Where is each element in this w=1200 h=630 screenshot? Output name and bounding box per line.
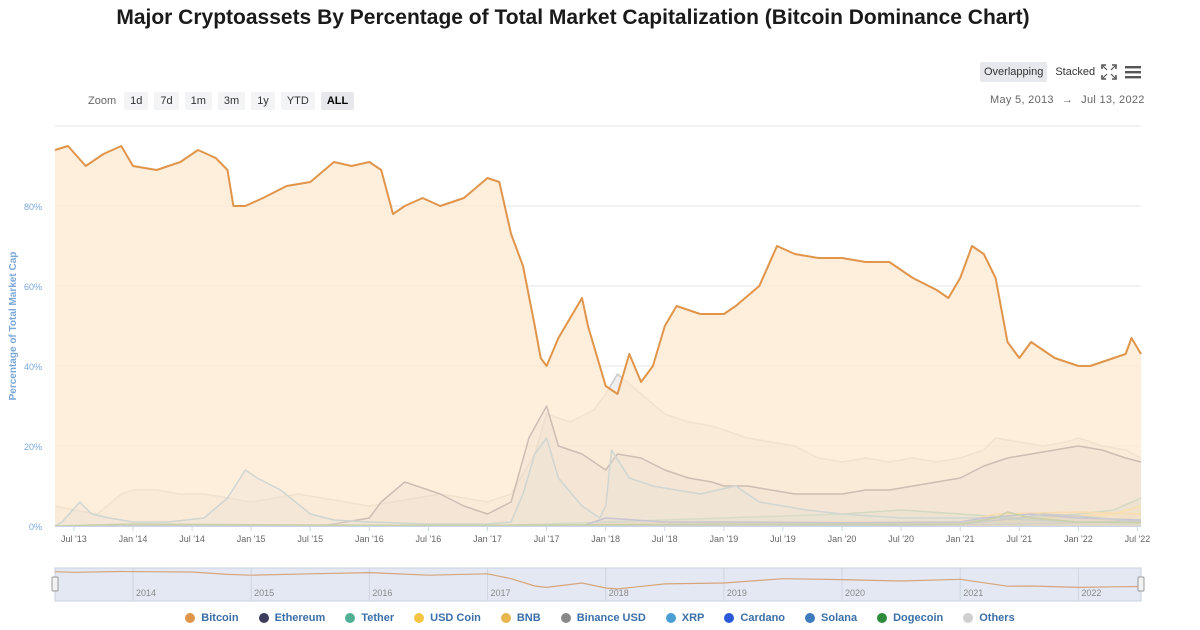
menu-icon[interactable] [1124, 64, 1142, 80]
navigator-label: 2020 [845, 588, 865, 598]
navigator-handle-right[interactable] [1137, 576, 1145, 592]
legend-label: Dogecoin [893, 612, 944, 624]
legend-item-solana[interactable]: Solana [805, 612, 857, 624]
x-tick-label: Jan '14 [119, 534, 148, 544]
x-tick-label: Jan '22 [1064, 534, 1093, 544]
x-tick-label: Jan '18 [591, 534, 620, 544]
x-tick-label: Jul '21 [1006, 534, 1032, 544]
x-tick-label: Jul '18 [652, 534, 678, 544]
x-tick-label: Jul '22 [1125, 534, 1151, 544]
legend-label: Others [979, 612, 1015, 624]
legend-item-tether[interactable]: Tether [345, 612, 394, 624]
legend-dot-icon [805, 613, 816, 623]
date-arrow: → [1061, 94, 1074, 106]
x-tick-label: Jul '19 [770, 534, 796, 544]
legend: Bitcoin Ethereum Tether USD Coin BNB Binance … [0, 612, 1200, 624]
legend-item-binance-usd[interactable]: Binance USD [560, 612, 646, 624]
navigator-label: 2017 [491, 588, 511, 598]
x-tick-label: Jul '13 [61, 534, 87, 544]
series-area-bitcoin [55, 146, 1141, 526]
legend-item-bnb[interactable]: BNB [500, 612, 541, 624]
navigator-label: 2016 [372, 588, 392, 598]
navigator-label: 2021 [963, 588, 983, 598]
legend-dot-icon [560, 613, 571, 623]
legend-dot-icon [185, 613, 196, 623]
legend-item-xrp[interactable]: XRP [665, 612, 705, 624]
navigator-series-line [54, 570, 1142, 590]
navigator-label: 2014 [136, 588, 156, 598]
y-tick-label: 20% [24, 442, 42, 452]
zoom-1m-button[interactable]: 1m [184, 92, 212, 110]
y-tick-label: 0% [29, 522, 42, 532]
display-mode-toggle: Overlapping Stacked [980, 62, 1099, 82]
y-tick-label: 80% [24, 202, 42, 212]
legend-dot-icon [345, 613, 356, 623]
x-tick-label: Jul '17 [534, 534, 560, 544]
x-tick-label: Jul '15 [297, 534, 323, 544]
legend-item-ethereum[interactable]: Ethereum [258, 612, 326, 624]
x-tick-label: Jan '21 [946, 534, 975, 544]
x-tick-label: Jan '17 [473, 534, 502, 544]
series-line-bitcoin[interactable] [54, 145, 1142, 395]
date-range: May 5, 2013 → Jul 13, 2022 [990, 94, 1145, 106]
zoom-1y-button[interactable]: 1y [251, 92, 275, 110]
legend-label: USD Coin [430, 612, 481, 624]
navigator-label: 2018 [609, 588, 629, 598]
navigator-label: 2015 [254, 588, 274, 598]
x-tick-label: Jan '19 [709, 534, 738, 544]
chart-title: Major Cryptoassets By Percentage of Tota… [116, 6, 1030, 29]
zoom-label: Zoom [88, 95, 117, 107]
legend-item-dogecoin[interactable]: Dogecoin [877, 612, 943, 624]
legend-dot-icon [258, 613, 269, 623]
date-to-input[interactable]: Jul 13, 2022 [1081, 94, 1145, 106]
y-axis-label: Percentage of Total Market Cap [8, 252, 19, 401]
legend-item-usd-coin[interactable]: USD Coin [414, 612, 481, 624]
y-tick-label: 60% [24, 282, 42, 292]
zoom-7d-button[interactable]: 7d [154, 92, 179, 110]
navigator-label: 2019 [727, 588, 747, 598]
legend-label: XRP [681, 612, 705, 624]
x-tick-label: Jul '20 [888, 534, 914, 544]
legend-label: Tether [361, 612, 395, 624]
legend-dot-icon [877, 613, 888, 623]
legend-dot-icon [500, 613, 511, 623]
date-from-input[interactable]: May 5, 2013 [990, 94, 1054, 106]
navigator-label: 2022 [1081, 588, 1101, 598]
x-tick-label: Jan '15 [237, 534, 266, 544]
legend-label: BNB [516, 612, 541, 624]
x-tick-label: Jul '14 [179, 534, 205, 544]
dominance-chart: 0% 20% 40% 60% 80% Percentage of Total Market… [8, 125, 1151, 602]
navigator-handle-left[interactable] [51, 576, 59, 592]
y-tick-label: 40% [24, 362, 42, 372]
zoom-3m-button[interactable]: 3m [217, 92, 246, 110]
zoom-1d-button[interactable]: 1d [124, 92, 149, 110]
zoom-bar: Zoom 1d 7d 1m 3m 1y YTD ALL [88, 92, 355, 110]
expand-icon[interactable] [1101, 64, 1117, 80]
legend-label: Binance USD [576, 612, 646, 624]
legend-dot-icon [414, 613, 425, 623]
legend-label: Ethereum [274, 612, 326, 624]
stacked-button[interactable]: Stacked [1055, 66, 1096, 78]
zoom-ytd-button[interactable]: YTD [280, 92, 315, 110]
legend-label: Solana [821, 612, 858, 624]
legend-item-others[interactable]: Others [963, 612, 1015, 624]
zoom-all-button[interactable]: ALL [320, 92, 355, 110]
legend-item-cardano[interactable]: Cardano [724, 612, 785, 624]
x-tick-label: Jul '16 [416, 534, 442, 544]
x-tick-label: Jan '16 [355, 534, 384, 544]
legend-label: Bitcoin [201, 612, 239, 624]
legend-item-bitcoin[interactable]: Bitcoin [185, 612, 239, 624]
legend-dot-icon [963, 613, 974, 623]
overlapping-button[interactable]: Overlapping [980, 62, 1048, 82]
legend-dot-icon [724, 613, 735, 623]
legend-label: Cardano [740, 612, 786, 624]
legend-dot-icon [665, 613, 676, 623]
x-tick-label: Jan '20 [828, 534, 857, 544]
